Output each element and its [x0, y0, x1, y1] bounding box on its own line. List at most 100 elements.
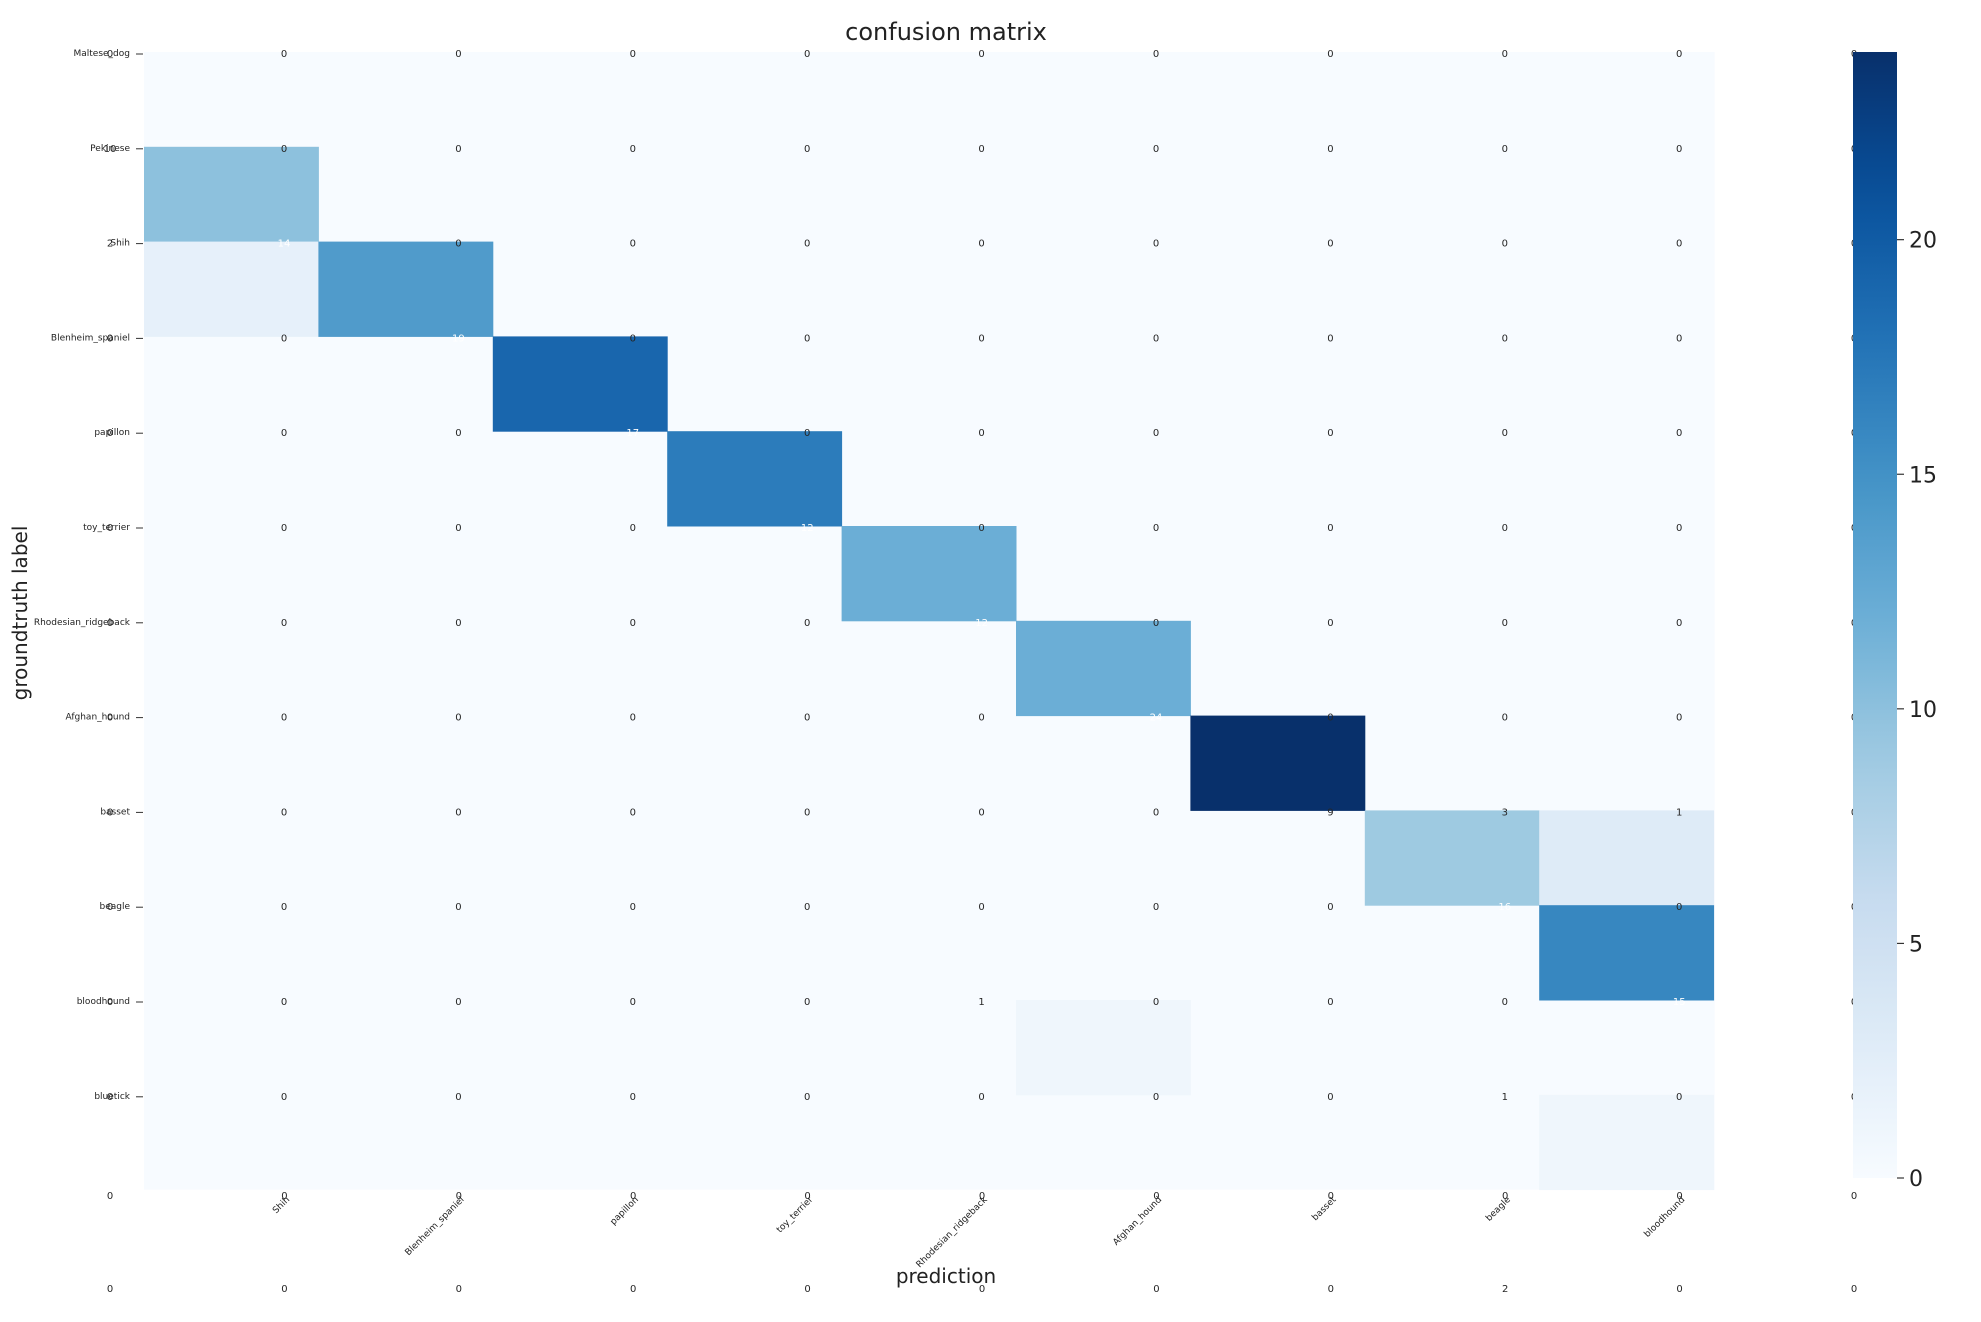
x-tick-label: papillon — [609, 1195, 641, 1227]
cell-value: 0 — [455, 1092, 461, 1103]
cell-value: 9 — [1327, 807, 1333, 818]
cell-value: 0 — [804, 1284, 810, 1295]
cell-value: 0 — [1676, 618, 1682, 629]
colorbar-tick-label: 10 — [1909, 698, 1937, 723]
y-tick-label: bloodhound — [77, 997, 130, 1007]
cell-value: 0 — [107, 523, 113, 534]
cell-value: 0 — [630, 1191, 636, 1202]
heatmap-cell — [667, 431, 843, 527]
cell-value: 0 — [281, 1284, 287, 1295]
y-tick-label: Rhodesian_ridgeback — [34, 618, 131, 628]
cell-value: 0 — [1327, 902, 1333, 913]
cell-value: 0 — [281, 618, 287, 629]
cell-value: 0 — [978, 807, 984, 818]
x-axis-label: prediction — [896, 1264, 996, 1288]
cell-value: 0 — [1153, 902, 1159, 913]
cell-value: 0 — [1153, 807, 1159, 818]
y-tick-label: Shih — [110, 239, 130, 249]
cell-value: 0 — [281, 713, 287, 724]
cell-value: 0 — [1153, 997, 1159, 1008]
cell-value: 0 — [1327, 523, 1333, 534]
cell-value: 0 — [1153, 1092, 1159, 1103]
heatmap-cells — [144, 52, 1715, 1191]
cell-value: 0 — [630, 713, 636, 724]
x-tick-labels: Shih Blenheim_spaniel papillon toy_terrier R… — [271, 1195, 1687, 1271]
y-tick-label: toy_terrier — [83, 523, 130, 533]
cell-value: 0 — [1153, 239, 1159, 250]
heatmap-cell — [1190, 715, 1366, 811]
y-axis-label: groundtruth label — [8, 526, 32, 701]
cell-value: 0 — [1153, 144, 1159, 155]
cell-value: 1 — [978, 997, 984, 1008]
cell-value: 0 — [455, 713, 461, 724]
cell-value: 0 — [804, 902, 810, 913]
cell-value: 0 — [630, 997, 636, 1008]
cell-value: 0 — [630, 1284, 636, 1295]
heatmap-cell — [1539, 810, 1715, 906]
heatmap-cell — [841, 526, 1017, 622]
cell-value: 0 — [804, 333, 810, 344]
cell-value: 0 — [804, 807, 810, 818]
cell-value: 0 — [455, 997, 461, 1008]
y-tick-label: basset — [100, 807, 130, 817]
cell-value: 0 — [1153, 1191, 1159, 1202]
cell-value: 0 — [455, 523, 461, 534]
cell-value: 0 — [1676, 1284, 1682, 1295]
cell-value: 12 — [801, 523, 814, 534]
cell-value: 0 — [1153, 49, 1159, 60]
cell-value: 0 — [1851, 1191, 1857, 1202]
y-tick-label: papillon — [94, 428, 130, 438]
cell-value: 0 — [281, 144, 287, 155]
cell-value: 14 — [278, 239, 291, 250]
cell-value: 0 — [978, 49, 984, 60]
cell-value: 0 — [630, 807, 636, 818]
cell-value: 0 — [281, 523, 287, 534]
cell-value: 0 — [1327, 618, 1333, 629]
cell-value: 0 — [630, 49, 636, 60]
x-tick-label: beagle — [1484, 1195, 1513, 1224]
cell-value: 0 — [1328, 1284, 1334, 1295]
cell-value: 0 — [107, 713, 113, 724]
cell-value: 0 — [1502, 523, 1508, 534]
cell-value: 0 — [1676, 428, 1682, 439]
cell-value: 0 — [1676, 1191, 1682, 1202]
cell-value: 0 — [1502, 428, 1508, 439]
cell-value: 0 — [455, 49, 461, 60]
y-tick-labels: Maltese_dog Pekinese Shih Blenheim_spanielp… — [34, 49, 143, 1102]
cell-value: 0 — [281, 997, 287, 1008]
cell-value: 0 — [1502, 713, 1508, 724]
cell-value: 0 — [1153, 1284, 1159, 1295]
cell-value: 0 — [804, 144, 810, 155]
cell-value: 0 — [804, 713, 810, 724]
cell-value: 0 — [1327, 1092, 1333, 1103]
heatmap-cell — [144, 241, 319, 337]
cell-value: 0 — [107, 428, 113, 439]
cell-value: 0 — [1676, 333, 1682, 344]
cell-value: 0 — [804, 1092, 810, 1103]
cell-value: 0 — [1502, 997, 1508, 1008]
cell-value: 0 — [1153, 523, 1159, 534]
colorbar-gradient — [1853, 52, 1897, 1178]
cell-value: 0 — [630, 333, 636, 344]
cell-value: 2 — [107, 239, 113, 250]
cell-value: 0 — [1502, 1191, 1508, 1202]
cell-value: 0 — [107, 997, 113, 1008]
heatmap-cell — [1016, 620, 1191, 717]
cell-value: 0 — [630, 144, 636, 155]
cell-value: 0 — [1327, 428, 1333, 439]
cell-value: 0 — [281, 428, 287, 439]
cell-value: 0 — [1502, 618, 1508, 629]
cell-value: 0 — [1327, 333, 1333, 344]
x-tick-label: toy_terrier — [775, 1195, 815, 1235]
cell-value: 0 — [804, 618, 810, 629]
cell-value: 0 — [1327, 997, 1333, 1008]
cell-value: 0 — [1153, 333, 1159, 344]
cell-value: 15 — [1673, 997, 1686, 1008]
x-tick-label: basset — [1310, 1195, 1338, 1223]
cell-value: 0 — [456, 1284, 462, 1295]
heatmap-cell — [492, 336, 668, 432]
cell-value: 0 — [455, 239, 461, 250]
cell-value: 0 — [107, 902, 113, 913]
